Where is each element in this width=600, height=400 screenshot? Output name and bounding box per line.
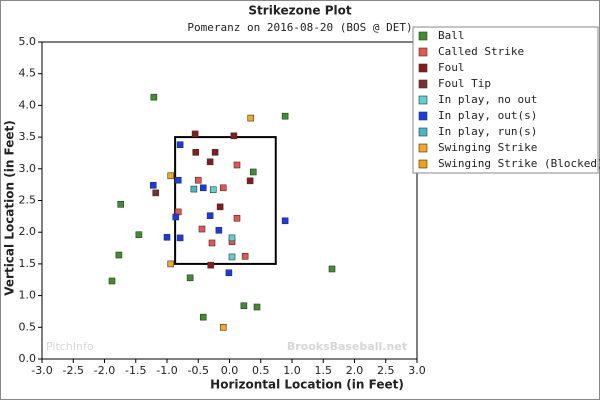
pitch-point xyxy=(117,201,125,208)
pitch-point xyxy=(246,177,254,185)
pitch-point xyxy=(163,233,171,241)
x-tick-label: -2.0 xyxy=(94,364,115,377)
pitch-point xyxy=(194,176,202,184)
pitch-point xyxy=(328,265,336,273)
pitch-point xyxy=(228,234,236,242)
pitch-point xyxy=(211,149,219,156)
legend-box xyxy=(412,26,599,174)
legend-label: In play, run(s) xyxy=(438,125,537,138)
pitch-point xyxy=(241,252,249,260)
pitch-point xyxy=(190,185,198,193)
pitch-point xyxy=(215,226,223,234)
pitch-point xyxy=(253,303,261,311)
y-tick-label: 0.0 xyxy=(19,352,37,365)
legend-label: Foul xyxy=(438,61,465,74)
legend-swatch xyxy=(418,95,428,105)
y-tick-label: 2.5 xyxy=(19,194,37,207)
x-tick-label: -1.5 xyxy=(125,364,146,377)
x-tick-label: 3.0 xyxy=(408,364,426,377)
pitch-point xyxy=(176,234,184,242)
strike-zone xyxy=(174,136,277,265)
pitch-point xyxy=(191,130,199,138)
legend-swatch xyxy=(418,63,428,73)
pitch-point xyxy=(115,251,123,259)
pitch-point xyxy=(108,277,116,285)
watermark: BrooksBaseball.net xyxy=(287,340,407,353)
x-tick-label: -1.0 xyxy=(156,364,177,377)
pitch-point xyxy=(228,253,236,261)
plot-area xyxy=(41,41,418,360)
x-tick-label: 0.0 xyxy=(221,364,239,377)
legend-swatch xyxy=(418,143,428,153)
pitch-point xyxy=(174,176,182,184)
y-tick-label: 4.5 xyxy=(19,67,37,80)
pitch-point xyxy=(219,184,227,192)
legend-swatch xyxy=(418,111,428,121)
x-tick-label: 1.5 xyxy=(315,364,333,377)
pitch-point xyxy=(249,168,257,176)
x-tick-label: -2.5 xyxy=(63,364,84,377)
pitch-point xyxy=(216,203,224,211)
y-tick-label: 2.0 xyxy=(19,225,37,238)
chart-title: Strikezone Plot xyxy=(248,4,351,18)
x-axis-label: Horizontal Location (in Feet) xyxy=(210,378,404,392)
y-tick-label: 3.0 xyxy=(19,162,37,175)
x-tick-label: 0.5 xyxy=(252,364,270,377)
pitch-point xyxy=(233,214,241,222)
pitch-point xyxy=(149,181,157,189)
pitch-point xyxy=(167,260,175,268)
legend-swatch xyxy=(418,31,428,41)
chart-subtitle: Pomeranz on 2016-08-20 (BOS @ DET) xyxy=(187,21,412,34)
watermark: PitchInfo xyxy=(46,340,94,353)
pitch-point xyxy=(176,141,184,149)
pitch-point xyxy=(206,158,214,166)
y-tick-label: 1.0 xyxy=(19,289,37,302)
x-tick-label: 1.0 xyxy=(283,364,301,377)
legend-label: Ball xyxy=(438,29,465,42)
x-tick-label: -3.0 xyxy=(31,364,52,377)
pitch-point xyxy=(281,217,289,225)
legend-label: Swinging Strike xyxy=(438,141,537,154)
pitch-point xyxy=(167,172,175,180)
y-tick-label: 4.0 xyxy=(19,98,37,111)
y-tick-label: 0.5 xyxy=(19,320,37,333)
legend-label: Foul Tip xyxy=(438,77,491,90)
y-axis-label: Vertical Location (in Feet) xyxy=(3,120,17,295)
pitch-point xyxy=(186,274,194,282)
x-tick-label: 2.5 xyxy=(377,364,395,377)
pitch-point xyxy=(207,261,215,269)
pitch-point xyxy=(230,132,238,140)
legend-swatch xyxy=(418,127,428,137)
pitch-point xyxy=(135,231,143,239)
pitch-point xyxy=(240,302,248,310)
pitch-point xyxy=(152,189,160,197)
y-tick-label: 5.0 xyxy=(19,35,37,48)
legend-swatch xyxy=(418,159,428,169)
pitch-point xyxy=(219,323,227,331)
pitch-point xyxy=(150,93,158,101)
y-tick-label: 1.5 xyxy=(19,257,37,270)
x-tick-label: 2.0 xyxy=(346,364,364,377)
pitch-point xyxy=(208,239,216,247)
pitch-point xyxy=(225,269,233,277)
pitch-point xyxy=(209,186,217,194)
pitch-point xyxy=(233,161,241,169)
legend-swatch xyxy=(418,79,428,89)
x-tick-label: -0.5 xyxy=(188,364,209,377)
legend-label: In play, out(s) xyxy=(438,109,537,122)
pitch-point xyxy=(192,149,200,156)
legend-label: Called Strike xyxy=(438,45,524,58)
y-tick-label: 3.5 xyxy=(19,130,37,143)
pitch-point xyxy=(281,112,289,120)
pitch-point xyxy=(172,213,180,221)
legend-label: Swinging Strike (Blocked) xyxy=(438,157,600,170)
pitch-point xyxy=(206,212,214,220)
pitch-point xyxy=(199,313,207,321)
pitch-point xyxy=(199,184,207,192)
pitch-point xyxy=(247,114,255,122)
pitch-point xyxy=(198,225,206,233)
legend-swatch xyxy=(418,47,428,57)
legend-label: In play, no out xyxy=(438,93,537,106)
